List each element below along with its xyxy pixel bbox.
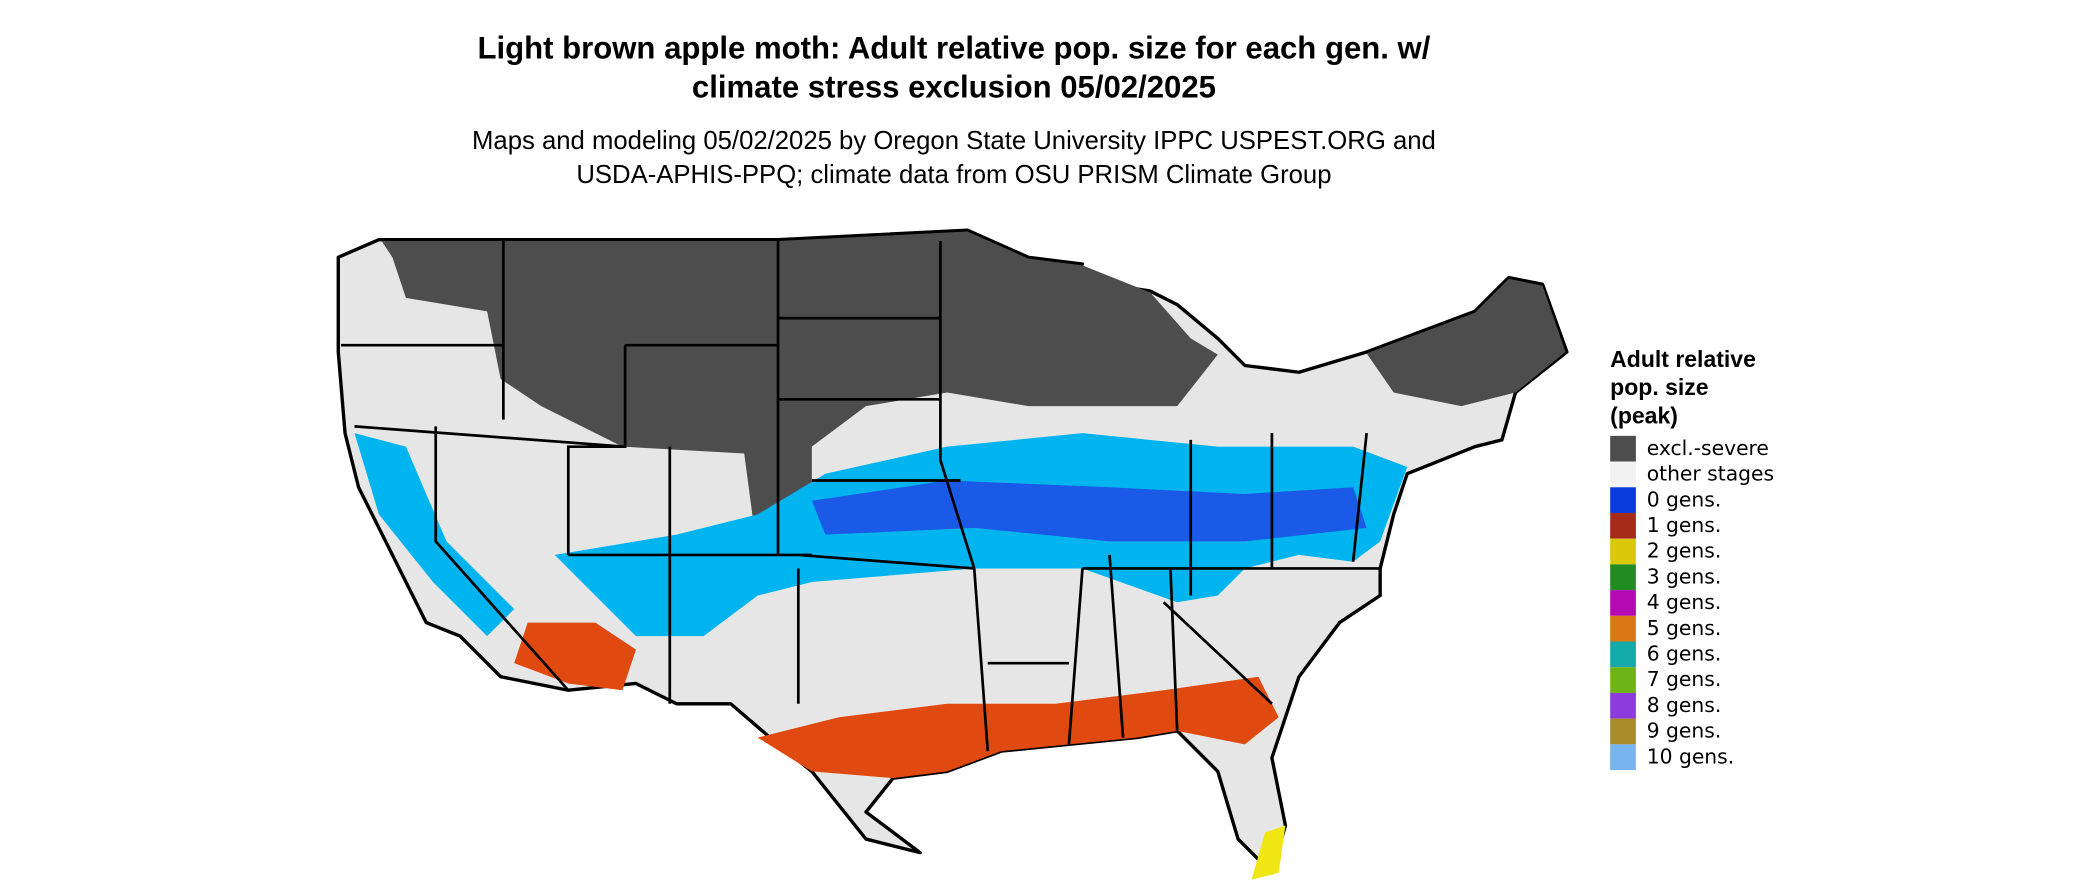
- legend-label: 3 gens.: [1647, 564, 1722, 588]
- legend-swatch: [1610, 590, 1636, 616]
- state-borders: [340, 241, 1381, 752]
- legend-label: 4 gens.: [1647, 590, 1722, 614]
- titles: Light brown apple moth: Adult relative p…: [472, 30, 1436, 188]
- title-line: climate stress exclusion 05/02/2025: [692, 70, 1216, 105]
- legend-title: pop. size: [1610, 374, 1708, 400]
- legend-label: 0 gens.: [1647, 487, 1722, 511]
- legend-swatch: [1610, 692, 1636, 719]
- legend-label: 9 gens.: [1647, 719, 1722, 743]
- legend-label: 6 gens.: [1647, 642, 1722, 666]
- legend-label: 7 gens.: [1647, 667, 1722, 691]
- excluded-region: [381, 231, 1566, 555]
- legend-label: other stages: [1647, 462, 1774, 486]
- legend-label: 5 gens.: [1647, 616, 1722, 640]
- legend-swatch: [1610, 718, 1636, 745]
- one-gen-region: [514, 622, 1279, 779]
- legend-label: 1 gens.: [1647, 513, 1722, 537]
- legend-swatch: [1610, 667, 1636, 693]
- two-gen-region: [1251, 825, 1286, 880]
- subtitle-line: Maps and modeling 05/02/2025 by Oregon S…: [472, 127, 1436, 155]
- legend-swatch: [1610, 744, 1636, 771]
- legend-swatch: [1610, 615, 1636, 642]
- us-map: [336, 228, 1569, 880]
- legend-label: excl.-severe: [1647, 436, 1769, 460]
- legend-swatch: [1610, 564, 1636, 591]
- legend-swatch: [1610, 487, 1636, 513]
- legend-swatch: [1610, 538, 1636, 565]
- legend-label: 10 gens.: [1647, 744, 1734, 768]
- legend-label: 2 gens.: [1647, 539, 1722, 563]
- legend-swatch: [1610, 461, 1636, 488]
- low-pop-region: [354, 433, 1408, 637]
- legend-swatch: [1610, 435, 1636, 462]
- title-line: Light brown apple moth: Adult relative p…: [477, 30, 1430, 65]
- subtitle-line: USDA-APHIS-PPQ; climate data from OSU PR…: [576, 161, 1331, 189]
- legend-swatch: [1610, 512, 1636, 539]
- legend-title: Adult relative: [1610, 346, 1756, 372]
- legend-title: (peak): [1610, 403, 1678, 429]
- legend-swatch: [1610, 641, 1636, 668]
- legend-label: 8 gens.: [1647, 693, 1722, 717]
